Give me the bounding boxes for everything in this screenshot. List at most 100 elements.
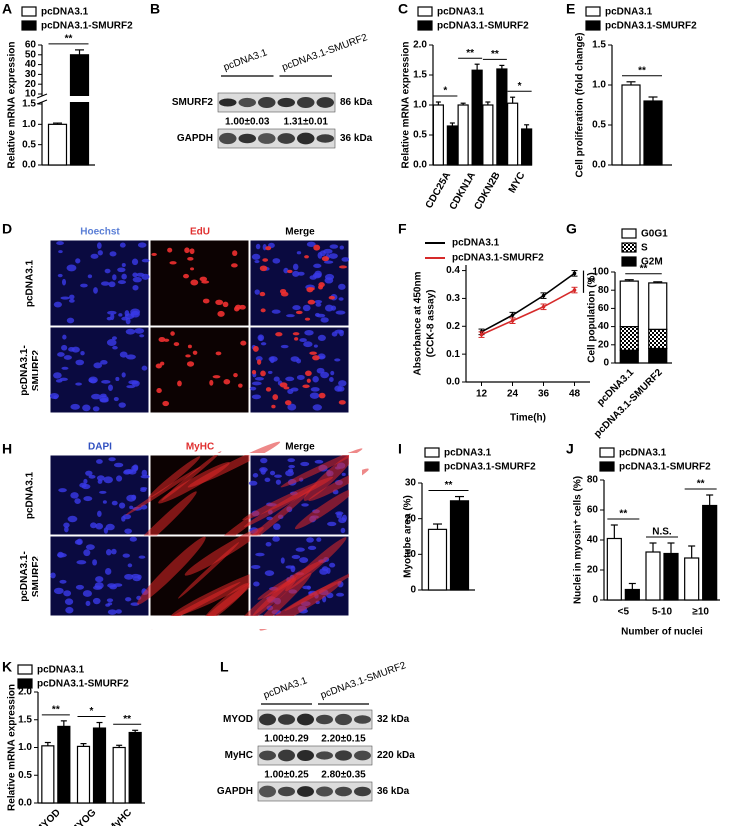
edu-nucleus — [338, 265, 347, 269]
edu-nucleus — [304, 317, 311, 321]
nucleus — [111, 548, 117, 555]
significance-label: ** — [491, 49, 499, 60]
bar — [645, 551, 661, 601]
edu-nucleus — [313, 244, 321, 251]
row-label: pcDNA3.1-SMURF2 — [19, 345, 42, 396]
y-tick-label: 1.0 — [22, 119, 36, 130]
nucleus — [49, 392, 60, 400]
nucleus — [103, 476, 113, 484]
blot-band — [259, 713, 276, 726]
bar — [432, 104, 444, 166]
nucleus — [80, 350, 85, 356]
myotube — [160, 449, 223, 502]
x-axis-label: Number of nuclei — [621, 627, 703, 638]
blot-band — [278, 786, 295, 797]
nucleus — [50, 572, 56, 579]
nucleus — [82, 404, 91, 412]
nucleus — [112, 274, 117, 281]
bar — [496, 68, 508, 166]
group-label: pcDNA3.1-SMURF2 — [281, 32, 370, 73]
nucleus — [57, 273, 63, 278]
nucleus — [106, 316, 112, 321]
nucleus — [285, 376, 295, 382]
significance-label: ** — [638, 65, 646, 76]
nucleus — [118, 502, 126, 509]
blot-band — [335, 713, 352, 726]
y-axis-label: Absorbance at 450nm — [413, 271, 424, 375]
nucleus — [306, 585, 311, 590]
nucleus — [335, 310, 346, 315]
bar — [621, 84, 641, 166]
row-label: pcDNA3.1 — [25, 259, 36, 307]
nucleus — [71, 346, 80, 353]
x-tick-label: MYC — [507, 170, 528, 195]
nucleus — [341, 257, 350, 262]
edu-nucleus — [318, 392, 326, 399]
nucleus — [100, 360, 108, 365]
legend-label: G2M — [641, 257, 663, 268]
nucleus — [91, 393, 101, 400]
nucleus — [83, 478, 88, 484]
edu-nucleus — [223, 379, 231, 385]
nucleus — [97, 242, 102, 249]
nucleus — [255, 552, 265, 557]
bar-segment — [619, 349, 639, 364]
nucleus — [124, 573, 134, 580]
nucleus — [288, 464, 295, 469]
nucleus — [113, 583, 123, 587]
edu-nucleus — [217, 310, 225, 317]
legend-swatch — [621, 228, 637, 239]
nucleus — [254, 289, 260, 295]
nucleus — [339, 329, 344, 337]
nucleus — [115, 376, 120, 382]
nucleus — [68, 298, 75, 303]
legend-label: pcDNA3.1 — [437, 7, 485, 18]
x-tick-label: MYOG — [69, 807, 99, 826]
panel-letter: I — [398, 441, 402, 457]
x-tick-label: <5 — [618, 607, 630, 618]
nucleus — [96, 459, 103, 464]
nucleus — [340, 527, 346, 534]
nucleus — [269, 470, 276, 476]
nucleus — [56, 241, 64, 246]
nucleus — [267, 370, 273, 374]
nucleus — [275, 479, 282, 485]
y-axis-label: Relative mRNA expression — [7, 42, 18, 169]
legend-label: pcDNA3.1-SMURF2 — [605, 21, 697, 32]
nucleus — [323, 248, 333, 254]
nucleus — [125, 328, 136, 335]
nucleus — [301, 503, 309, 507]
nucleus — [65, 606, 74, 614]
edu-nucleus — [307, 299, 316, 305]
nucleus — [57, 352, 65, 357]
nucleus — [316, 537, 322, 542]
protein-label: MyHC — [225, 750, 253, 761]
edu-nucleus — [185, 354, 191, 358]
nucleus — [286, 314, 295, 318]
myotube — [124, 465, 201, 517]
nucleus — [75, 359, 85, 366]
edu-nucleus — [259, 291, 266, 297]
nucleus — [291, 554, 301, 559]
nucleus — [80, 283, 88, 288]
nucleus — [264, 570, 275, 577]
protein-label: GAPDH — [177, 133, 213, 144]
nucleus — [108, 281, 116, 288]
nucleus — [297, 271, 305, 276]
y-tick-label: 0.2 — [446, 321, 460, 332]
legend-label: pcDNA3.1-SMURF2 — [452, 253, 544, 264]
nucleus — [76, 560, 87, 565]
edu-nucleus — [162, 400, 170, 407]
nucleus — [70, 403, 80, 410]
bar — [427, 528, 448, 591]
nucleus — [97, 250, 103, 256]
myotube — [300, 450, 358, 505]
nucleus — [324, 304, 334, 312]
nucleus — [316, 367, 325, 374]
panel-letter: K — [2, 659, 12, 675]
axis-break-mark — [36, 99, 48, 105]
significance-label: ** — [52, 705, 60, 716]
nucleus — [323, 260, 334, 264]
y-tick-label: 10 — [25, 89, 37, 100]
nucleus — [295, 547, 305, 552]
